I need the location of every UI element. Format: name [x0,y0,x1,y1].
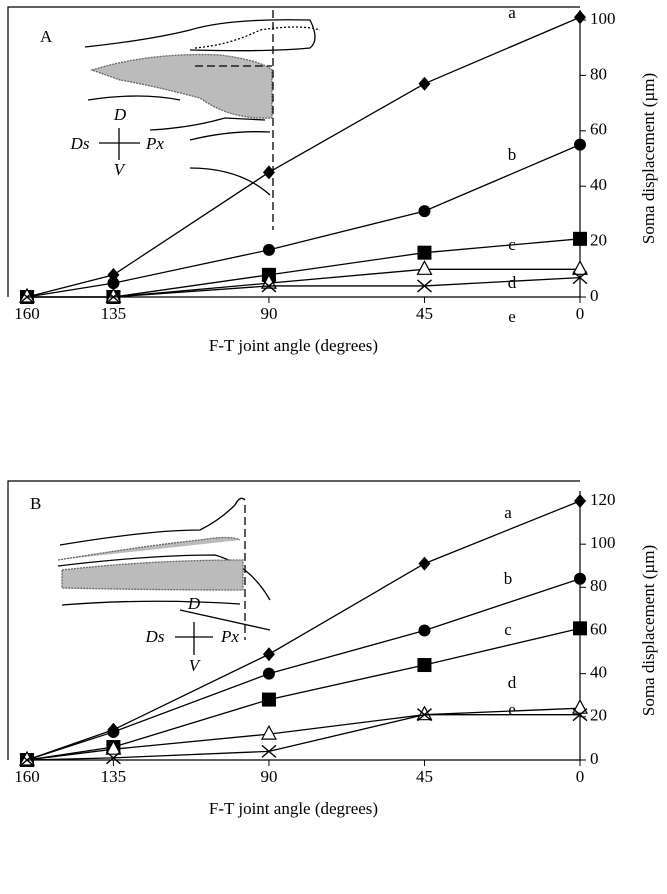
marker [417,708,432,722]
marker [105,290,121,304]
line [27,238,581,298]
marker [571,260,589,275]
marker [18,750,36,766]
panel: B D V Ds Px 160 135 90 45 00 20 40 60 80 100 120 F-T joi… [7,480,658,818]
series-label: d [508,273,517,292]
inset-label: V [189,656,202,675]
marker [418,624,431,637]
marker [418,556,431,571]
series-label: b [508,145,517,164]
frame [7,6,580,297]
y-tick-label: 100 [590,9,616,28]
series-label: e [508,700,516,719]
inset-label: Ds [145,627,165,646]
marker [105,739,122,755]
marker [572,708,588,722]
marker [262,165,275,180]
y-tick-label: 80 [590,64,607,83]
marker [416,260,433,275]
inset-label: D [113,105,127,124]
y-tick-label: 120 [590,490,616,509]
marker [574,572,586,585]
x-axis-label: F-T joint angle (degrees) [209,336,378,355]
marker [107,725,120,738]
marker [107,277,120,290]
y-tick-label: 20 [590,231,607,250]
marker [19,753,35,767]
y-tick-label: 40 [590,175,607,194]
x-tick-label: 45 [416,767,433,786]
x-tick-label: 90 [260,304,277,323]
marker [261,279,277,293]
y-tick-label: 60 [590,619,607,638]
frame [7,480,580,760]
marker [260,724,277,740]
series-label: c [508,235,516,254]
marker [572,271,588,285]
marker [574,138,586,151]
inset-label: D [187,594,201,613]
y-tick-label: 60 [590,120,607,139]
x-tick-label: 135 [101,304,127,323]
y-tick-label: 40 [590,663,607,682]
inset-diagram [84,10,321,230]
y-tick-label: 20 [590,706,607,725]
x-tick-label: 45 [416,304,433,323]
marker [573,621,587,636]
x-axis-label: F-T joint angle (degrees) [209,799,378,818]
series-label: d [508,673,517,692]
marker [262,243,275,256]
panel-label: B [30,494,41,513]
panel-label: A [40,27,53,46]
x-tick-label: 0 [576,304,585,323]
x-tick-label: 135 [101,767,127,786]
panel: A D V Ds Px 160 135 90 45 00 20 40 60 80 100 F-T joint … [7,3,658,355]
line [26,16,581,298]
x-tick-label: 90 [260,767,277,786]
series-label: c [504,620,512,639]
marker [262,647,275,662]
inset-label: V [114,160,127,179]
inset-label: Px [220,627,239,646]
x-tick-label: 0 [576,767,585,786]
marker [418,76,431,91]
y-tick-label: 0 [590,286,599,305]
marker [18,287,36,303]
inset-diagram [57,497,271,655]
series-label: e [508,307,516,326]
marker [105,287,122,303]
marker [260,273,277,289]
marker [417,658,432,673]
marker [418,205,431,218]
marker [262,667,275,680]
inset-label: Px [145,134,164,153]
marker [417,279,432,293]
x-tick-label: 160 [14,304,40,323]
y-axis-label: Soma displacement (µm) [639,545,658,716]
marker [573,231,587,246]
marker [571,698,589,714]
series-label: a [504,503,512,522]
line [26,500,581,761]
marker [574,494,586,508]
inset-label: Ds [70,134,90,153]
marker [261,692,276,707]
marker [416,705,433,721]
series-label: b [504,569,513,588]
y-tick-label: 100 [590,533,616,552]
marker [19,290,35,304]
marker [261,744,277,758]
marker [417,245,432,260]
y-tick-label: 80 [590,576,607,595]
series-label: a [508,3,516,22]
y-tick-label: 0 [590,749,599,768]
marker [105,751,121,765]
x-tick-label: 160 [14,767,40,786]
y-axis-label: Soma displacement (µm) [639,73,658,244]
marker [574,10,586,25]
